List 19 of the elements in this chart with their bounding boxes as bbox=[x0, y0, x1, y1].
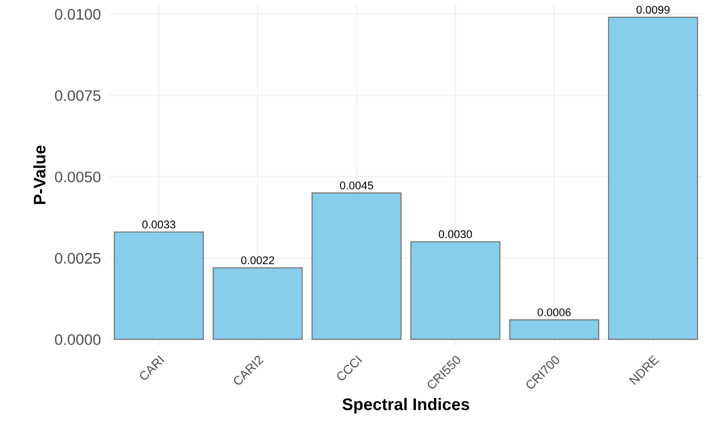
y-tick-label: 0.0075 bbox=[54, 90, 100, 102]
y-tick-label: 0.0050 bbox=[54, 172, 101, 182]
data-label: 0.0045 bbox=[340, 182, 374, 190]
bar bbox=[509, 319, 600, 340]
data-label: 0.0022 bbox=[241, 256, 274, 264]
data-label: 0.0033 bbox=[142, 220, 176, 228]
bar bbox=[608, 16, 698, 340]
bar bbox=[311, 192, 402, 340]
bar bbox=[212, 267, 303, 340]
data-label: 0.0030 bbox=[438, 230, 472, 238]
y-tick-label: 0.0100 bbox=[54, 8, 101, 20]
bar bbox=[114, 231, 204, 340]
y-tick-label: 0.0025 bbox=[54, 252, 100, 264]
data-label: 0.0099 bbox=[636, 6, 670, 14]
x-axis-title: Spectral Indices bbox=[342, 398, 470, 414]
bar bbox=[410, 241, 500, 340]
y-tick-label: 0.0000 bbox=[54, 334, 101, 346]
y-axis-title: P-Value bbox=[33, 146, 46, 204]
data-label: 0.0006 bbox=[538, 308, 571, 316]
